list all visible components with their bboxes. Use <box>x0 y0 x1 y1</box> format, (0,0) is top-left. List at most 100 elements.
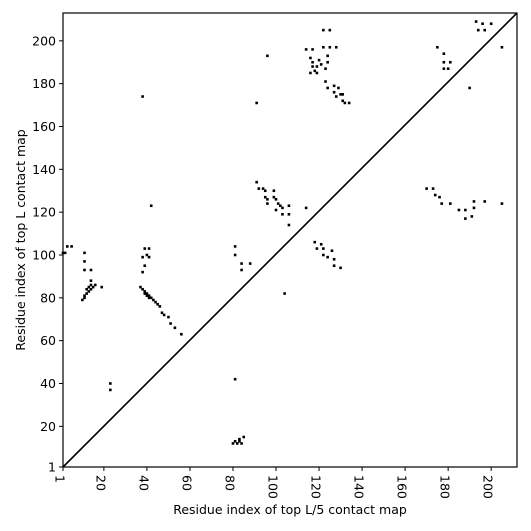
contact-point <box>279 204 282 208</box>
contact-point <box>315 247 319 250</box>
contact-point <box>332 90 336 94</box>
contact-point <box>141 95 144 98</box>
contact-point <box>85 287 88 291</box>
contact-point <box>332 264 336 267</box>
contact-point <box>242 435 246 439</box>
contact-point <box>313 69 317 73</box>
contact-point <box>89 283 93 287</box>
contact-point <box>481 22 484 26</box>
y-tick-label: 200 <box>32 33 56 48</box>
contact-point <box>489 22 493 26</box>
contact-point <box>139 285 142 289</box>
contact-point <box>287 223 291 227</box>
contact-point <box>238 440 241 443</box>
contact-point <box>470 215 474 218</box>
contact-point <box>100 285 104 289</box>
x-tick-label: 200 <box>481 475 496 499</box>
contact-point <box>272 189 276 193</box>
contact-point <box>446 67 450 70</box>
y-tick-label: 180 <box>32 76 56 91</box>
contact-point <box>93 283 97 287</box>
contact-point <box>334 95 338 98</box>
contact-point <box>334 45 338 49</box>
contact-point <box>326 54 329 58</box>
contact-point <box>464 208 467 212</box>
y-tick-label: 140 <box>32 162 56 177</box>
contact-point <box>255 180 258 184</box>
contact-point <box>143 290 147 293</box>
contact-point <box>255 101 258 105</box>
x-tick-label: 180 <box>438 475 453 499</box>
y-tick-label: 120 <box>32 205 56 220</box>
contact-point <box>436 45 439 49</box>
contact-point <box>173 326 177 330</box>
contact-point <box>158 305 162 308</box>
contact-point <box>85 292 88 295</box>
contact-point <box>442 52 446 55</box>
contact-point <box>431 187 435 190</box>
contact-point <box>145 292 149 295</box>
contact-point <box>83 296 86 300</box>
contact-point <box>143 264 147 267</box>
contact-point <box>311 48 314 51</box>
contact-point <box>281 213 284 216</box>
contact-point <box>440 202 443 205</box>
contact-point <box>474 20 478 23</box>
contact-point <box>83 294 86 297</box>
contact-point <box>425 187 428 190</box>
contact-point <box>147 296 151 300</box>
contact-point <box>83 268 86 272</box>
y-axis-label: Residue index of top L contact map <box>13 129 28 350</box>
contact-point <box>330 249 334 253</box>
contact-point <box>315 71 319 75</box>
y-tick-label: 1 <box>48 460 56 475</box>
contact-point <box>339 266 342 270</box>
contact-point <box>266 202 269 205</box>
contact-point <box>141 287 144 291</box>
x-tick-label: 80 <box>222 475 237 491</box>
contact-point <box>442 67 446 70</box>
contact-point <box>472 200 476 203</box>
contact-point <box>341 99 345 103</box>
contact-point <box>483 200 487 203</box>
contact-point <box>324 67 327 70</box>
contact-point <box>145 294 149 297</box>
contact-point <box>149 204 153 208</box>
y-tick-label: 60 <box>40 333 56 348</box>
contact-point <box>309 71 312 75</box>
contact-point <box>261 187 265 190</box>
contact-point <box>315 65 319 68</box>
contact-point <box>143 292 147 295</box>
plot-frame <box>62 12 518 468</box>
x-tick-label: 20 <box>93 475 108 491</box>
y-tick-label: 20 <box>40 419 56 434</box>
x-tick-label: 1 <box>53 475 68 483</box>
contact-point <box>347 101 351 105</box>
contact-point <box>233 440 237 443</box>
x-tick-label: 100 <box>266 475 281 499</box>
contact-point <box>337 86 340 90</box>
contact-point <box>167 315 170 319</box>
contact-point <box>328 28 332 32</box>
contact-point <box>274 198 278 201</box>
contact-point <box>332 84 336 88</box>
contact-point <box>322 247 325 250</box>
contact-point <box>154 300 157 304</box>
contact-point <box>233 377 237 381</box>
contact-point <box>87 285 91 289</box>
data-points <box>61 20 504 445</box>
contact-point <box>322 28 325 32</box>
contact-point <box>147 294 151 297</box>
contact-point <box>149 296 153 300</box>
contact-point <box>438 195 441 199</box>
x-tick-label: 160 <box>395 475 410 499</box>
x-tick-label: 140 <box>352 475 367 499</box>
contact-point <box>238 437 241 441</box>
contact-point <box>326 60 329 64</box>
contact-point <box>304 48 308 51</box>
contact-point <box>448 60 452 64</box>
contact-point <box>328 45 332 49</box>
x-tick-label: 120 <box>309 475 324 499</box>
contact-point <box>476 28 480 32</box>
